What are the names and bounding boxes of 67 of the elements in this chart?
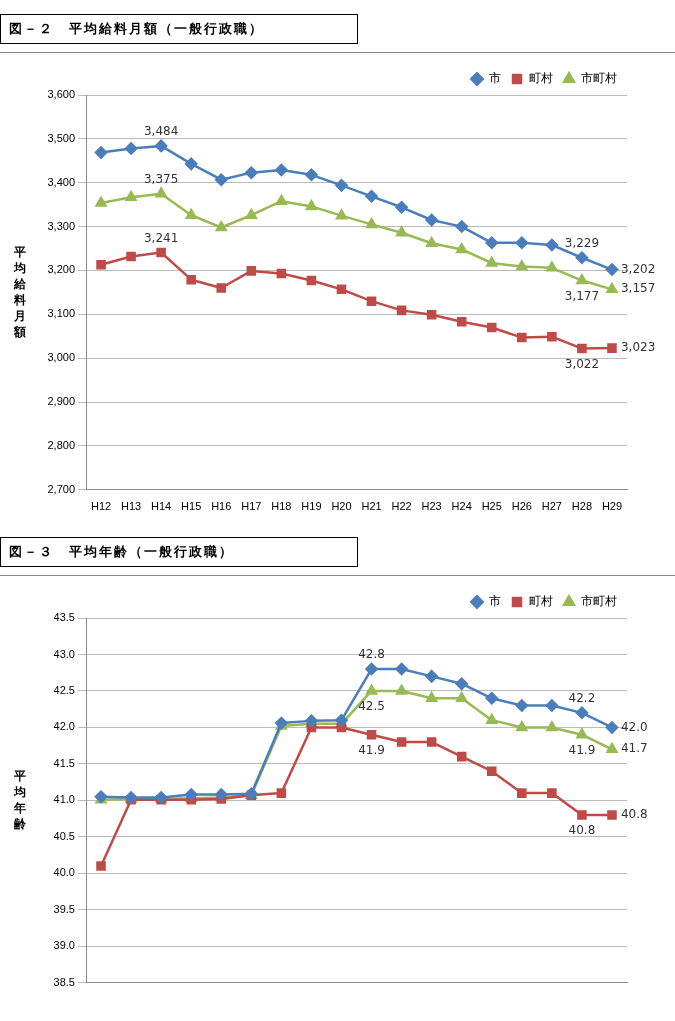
y-tick-label: 3,500 (47, 131, 75, 144)
x-tick-label: H16 (211, 500, 232, 513)
legend-label: 市町村 (581, 594, 617, 609)
x-tick-label: H24 (451, 500, 472, 513)
y-tick-label: 2,700 (47, 482, 75, 495)
data-label: 42.8 (358, 647, 385, 662)
data-label: 42.0 (620, 719, 648, 734)
x-tick-label: H25 (481, 500, 502, 513)
data-label: 40.8 (568, 823, 596, 838)
legend-label: 町村 (529, 594, 553, 609)
y-tick-label: 3,300 (47, 219, 75, 232)
data-label: 3,022 (564, 356, 600, 371)
chart-title: 図－３ 平均年齢（一般行政職） (0, 537, 358, 567)
y-tick-label: 40.5 (53, 829, 75, 842)
data-label: 3,157 (620, 281, 656, 296)
data-label: 41.9 (358, 742, 385, 757)
data-label: 3,177 (564, 288, 600, 303)
y-axis-title: 平均給料月額 (13, 244, 27, 339)
x-tick-label: H27 (541, 500, 562, 513)
data-label: 42.2 (568, 690, 596, 705)
data-label: 41.9 (568, 742, 596, 757)
x-tick-label: H19 (301, 500, 322, 513)
data-label: 41.7 (620, 741, 648, 756)
x-tick-label: H12 (90, 500, 112, 513)
y-tick-label: 3,600 (47, 88, 75, 101)
data-label: 40.8 (620, 807, 648, 822)
y-tick-label: 3,400 (47, 175, 75, 188)
y-tick-label: 42.5 (53, 683, 75, 696)
y-tick-label: 2,800 (47, 438, 75, 451)
legend-label: 町村 (529, 71, 553, 86)
y-tick-label: 39.5 (53, 902, 75, 915)
x-tick-label: H29 (601, 500, 623, 513)
x-tick-label: H17 (241, 500, 262, 513)
y-tick-label: 43.0 (53, 647, 75, 660)
data-label: 42.5 (358, 699, 385, 714)
y-tick-label: 3,000 (47, 351, 75, 364)
y-tick-label: 2,900 (47, 395, 75, 408)
y-tick-label: 3,100 (47, 307, 75, 320)
x-tick-label: H14 (151, 500, 172, 513)
x-tick-label: H28 (571, 500, 593, 513)
data-label: 3,023 (620, 340, 656, 355)
y-tick-label: 41.0 (53, 793, 75, 806)
data-label: 3,229 (564, 235, 600, 250)
legend-label: 市 (489, 594, 501, 609)
data-label: 3,375 (143, 171, 179, 186)
y-tick-label: 42.0 (53, 720, 75, 733)
x-tick-label: H23 (421, 500, 442, 513)
y-tick-label: 39.0 (53, 939, 75, 952)
chart-title: 図－２ 平均給料月額（一般行政職） (0, 14, 358, 44)
x-tick-label: H26 (511, 500, 532, 513)
y-axis-title: 平均年齢 (13, 768, 27, 831)
x-tick-label: H21 (361, 500, 382, 513)
y-tick-label: 3,200 (47, 263, 75, 276)
x-tick-label: H13 (120, 500, 142, 513)
y-tick-label: 41.5 (53, 756, 75, 769)
y-tick-label: 38.5 (53, 975, 75, 988)
legend-label: 市町村 (581, 71, 617, 86)
x-tick-label: H18 (271, 500, 292, 513)
data-label: 3,484 (143, 124, 179, 139)
data-label: 3,202 (620, 261, 656, 276)
y-tick-label: 43.5 (53, 611, 75, 624)
x-tick-label: H15 (181, 500, 202, 513)
x-tick-label: H22 (391, 500, 412, 513)
legend-label: 市 (489, 71, 501, 86)
data-label: 3,241 (143, 230, 179, 245)
y-tick-label: 40.0 (53, 866, 75, 879)
x-tick-label: H20 (331, 500, 352, 513)
